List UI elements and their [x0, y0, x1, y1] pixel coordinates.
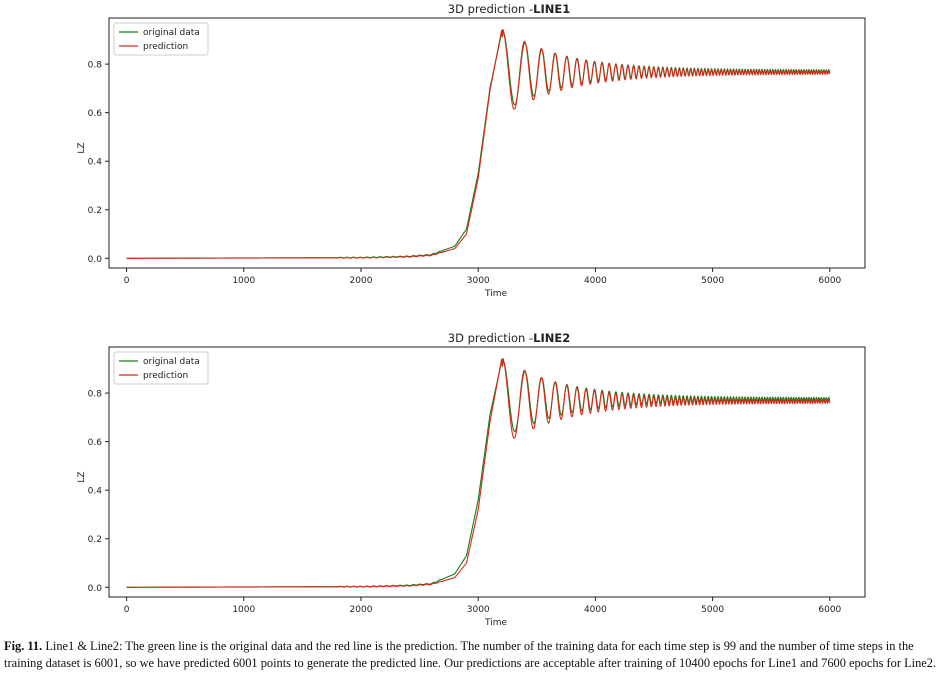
x-tick-label: 6000 [818, 276, 841, 286]
chart-title: 3D prediction -LINE2 [448, 331, 570, 345]
series-prediction [126, 357, 831, 588]
caption-text: Line1 & Line2: The green line is the ori… [4, 639, 937, 670]
series-original-data [126, 358, 831, 588]
y-tick-label: 0.0 [88, 584, 103, 594]
chart-title-bold: LINE2 [533, 331, 570, 345]
legend-box [113, 22, 209, 56]
x-tick-label: 2000 [350, 276, 373, 286]
figure-caption: Fig. 11. Line1 & Line2: The green line i… [4, 638, 942, 672]
x-tick-label: 3000 [467, 605, 490, 615]
y-tick-label: 0.4 [88, 158, 103, 168]
y-tick-label: 0.6 [88, 109, 103, 119]
chart-title-bold: LINE1 [533, 2, 570, 16]
plot-frame [108, 17, 866, 269]
x-tick-label: 5000 [701, 605, 724, 615]
y-axis-label: LZ [77, 471, 87, 482]
y-tick-label: 0.8 [88, 390, 103, 400]
chart-line1: 3D prediction -LINE1 0.0 0.2 0.4 0.6 0.8 0 1000… [77, 2, 866, 299]
x-tick-label: 0 [124, 276, 130, 286]
series-prediction [126, 28, 831, 259]
y-tick-label: 0.4 [88, 487, 103, 497]
caption-label: Fig. 11. [4, 639, 43, 653]
x-tick-label: 5000 [701, 276, 724, 286]
x-tick-label: 4000 [584, 276, 607, 286]
x-tick-label: 0 [124, 605, 130, 615]
y-tick-label: 0.2 [88, 206, 102, 216]
x-tick-label: 4000 [584, 605, 607, 615]
plot-frame [108, 346, 866, 598]
chart-title: 3D prediction -LINE1 [448, 2, 570, 16]
x-axis-label: Time [484, 618, 507, 628]
legend: original data prediction [113, 22, 209, 56]
y-tick-label: 0.8 [88, 61, 103, 71]
y-tick-label: 0.2 [88, 535, 102, 545]
legend-label-prediction: prediction [143, 371, 188, 381]
x-tick-label: 1000 [232, 605, 255, 615]
y-axis-label: LZ [77, 142, 87, 153]
series-original-data [126, 29, 831, 259]
legend: original data prediction [113, 351, 209, 385]
x-tick-label: 1000 [232, 276, 255, 286]
legend-label-prediction: prediction [143, 42, 188, 52]
y-tick-label: 0.6 [88, 438, 103, 448]
legend-box [113, 351, 209, 385]
legend-label-original: original data [143, 357, 200, 367]
legend-label-original: original data [143, 28, 200, 38]
x-tick-label: 6000 [818, 605, 841, 615]
x-tick-label: 3000 [467, 276, 490, 286]
x-tick-label: 2000 [350, 605, 373, 615]
chart-title-prefix: 3D prediction - [448, 2, 533, 16]
y-tick-label: 0.0 [88, 255, 103, 265]
x-axis-label: Time [484, 289, 507, 299]
chart-line2: 3D prediction -LINE2 0.0 0.2 0.4 0.6 0.8 0 1000… [77, 331, 866, 628]
chart-title-prefix: 3D prediction - [448, 331, 533, 345]
